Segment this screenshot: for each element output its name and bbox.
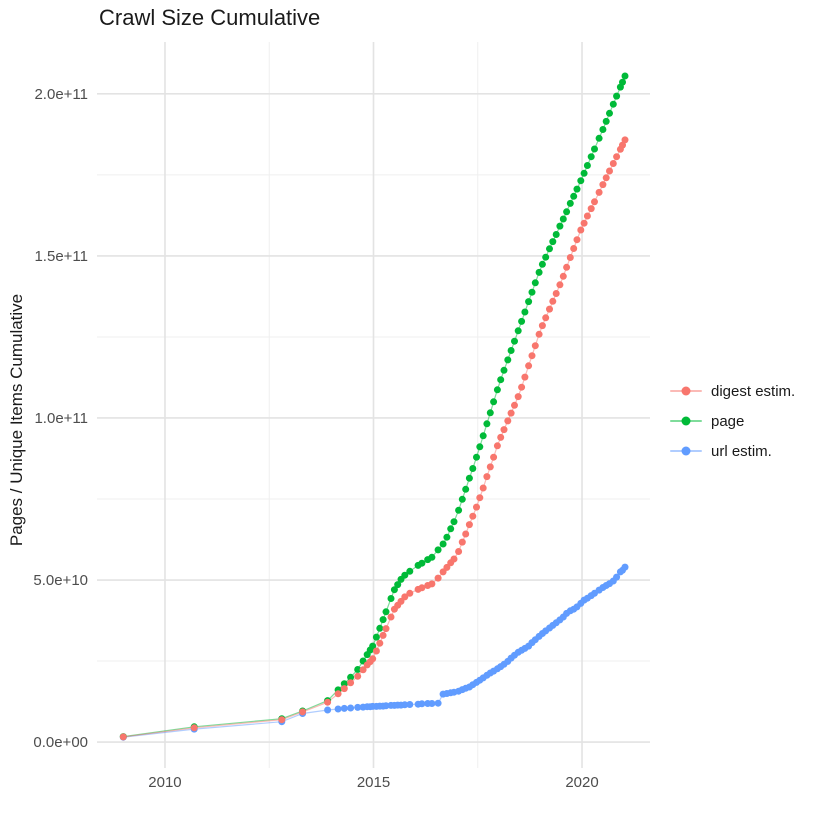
- tick-label: 2015: [357, 774, 390, 791]
- legend-item-url-estim: url estim.: [670, 436, 795, 466]
- tick-label: 2010: [148, 774, 181, 791]
- legend-key-url-icon: [670, 443, 702, 459]
- legend-label-digest-estim: digest estim.: [711, 382, 796, 400]
- legend-item-page: page: [670, 406, 795, 436]
- tick-label: 5.0e+10: [33, 572, 88, 589]
- legend-key-dot-icon: [681, 416, 691, 426]
- legend-item-digest-estim: digest estim.: [670, 376, 795, 406]
- tick-label: 2020: [565, 774, 598, 791]
- tick-label: 0.0e+00: [33, 734, 88, 751]
- legend: digest estim. page url estim.: [670, 376, 795, 466]
- legend-key-dot-icon: [681, 446, 691, 456]
- legend-label-url-estim: url estim.: [711, 442, 772, 460]
- chart-title: Crawl Size Cumulative: [99, 5, 321, 30]
- legend-key-page-icon: [670, 413, 702, 429]
- tick-label: 1.0e+11: [34, 410, 88, 427]
- legend-key-dot-icon: [681, 386, 691, 396]
- legend-key-digest-icon: [670, 383, 702, 399]
- tick-label: 1.5e+11: [34, 248, 88, 265]
- tick-label: 2.0e+11: [34, 86, 88, 103]
- legend-label-page: page: [711, 412, 745, 430]
